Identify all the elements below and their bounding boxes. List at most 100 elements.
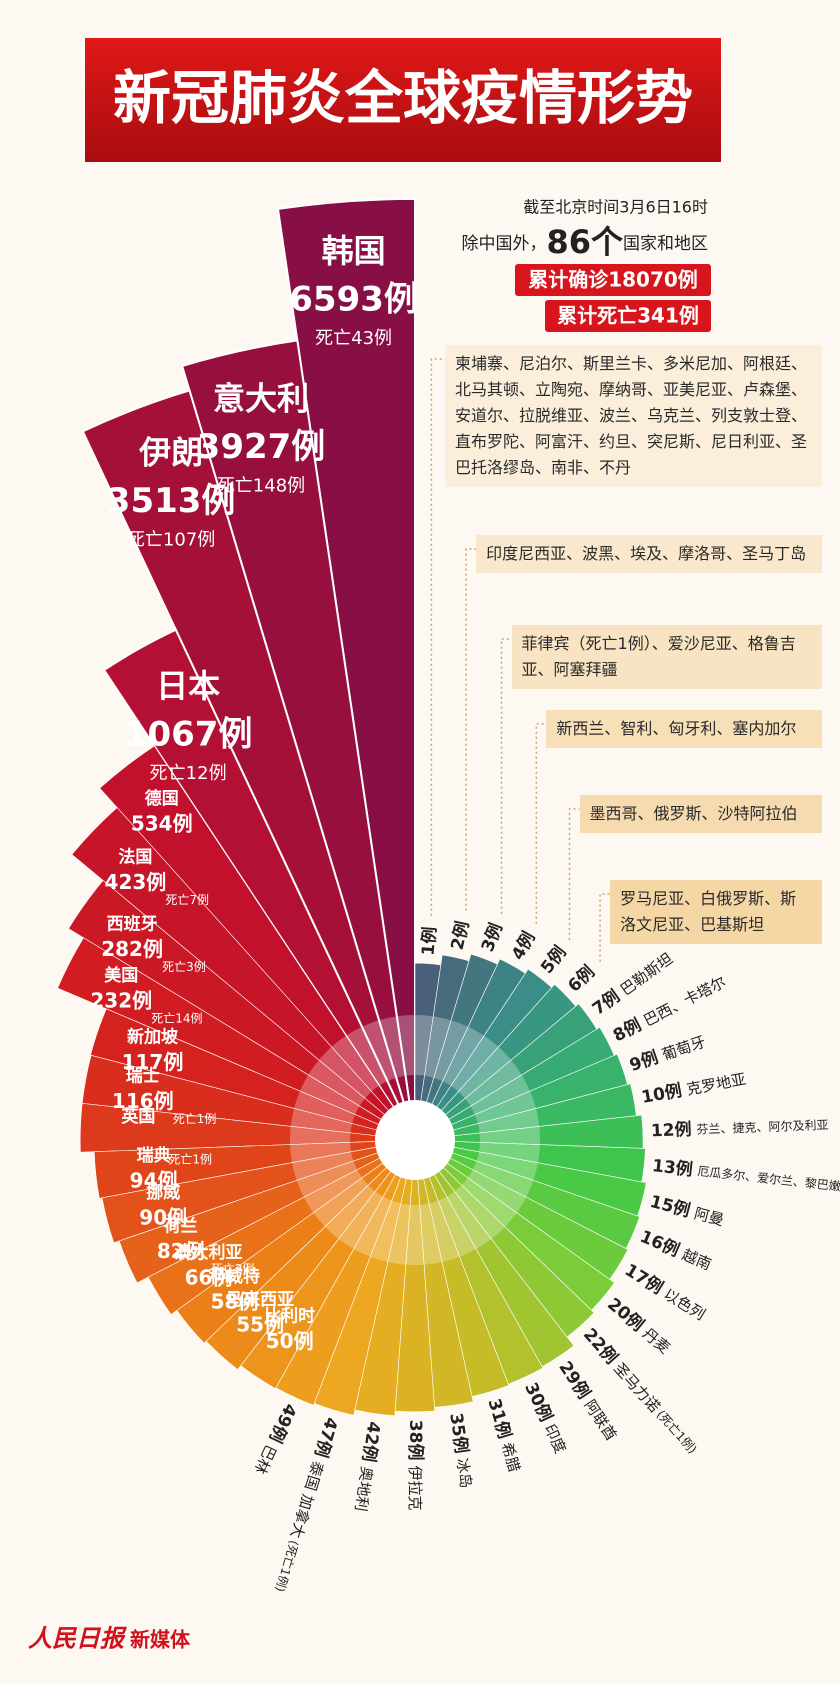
death-label: (死亡1例)	[273, 1539, 302, 1594]
sector	[414, 953, 498, 1141]
sector	[414, 958, 526, 1141]
value-label: 15例	[648, 1191, 693, 1222]
country-label: 伊朗	[138, 433, 203, 471]
value-label: 1067例	[124, 714, 253, 754]
country-list: 墨西哥、俄罗斯、沙特阿拉伯	[579, 795, 822, 833]
sector	[414, 1139, 615, 1311]
sector	[71, 807, 416, 1141]
value-label: 3927例	[197, 427, 326, 467]
deaths-badge	[545, 300, 711, 332]
bar-label: 1例	[418, 926, 441, 956]
note-suffix: 国家和地区	[623, 234, 708, 254]
sector	[414, 1083, 637, 1141]
sector	[414, 983, 577, 1141]
value-label: 116例	[112, 1089, 174, 1113]
bar-label: 10例克罗地亚	[640, 1068, 748, 1108]
sector	[414, 1053, 628, 1141]
sector	[414, 1139, 646, 1183]
sector	[414, 1139, 575, 1368]
death-label: 死亡1例	[173, 1112, 217, 1126]
value-label: 42例	[358, 1420, 385, 1463]
center-hole	[375, 1100, 455, 1180]
bar-label: 4例	[507, 928, 539, 963]
sector	[240, 1139, 416, 1390]
country-label: 马来西亚	[226, 1289, 294, 1310]
value-label: 35例	[445, 1412, 472, 1455]
value-label: 30例	[520, 1379, 556, 1425]
note-count: 86个	[546, 223, 623, 261]
sector	[68, 879, 416, 1141]
country-label: 克罗地亚	[685, 1070, 747, 1099]
country-label: 圣马力诺	[611, 1359, 664, 1416]
value-label: 3例	[477, 920, 507, 954]
country-label: 韩国	[322, 232, 386, 270]
value-label: 7例	[588, 986, 624, 1020]
value-label: 5例	[536, 942, 570, 978]
value-label: 2例	[447, 919, 474, 952]
sector	[90, 1008, 416, 1141]
sector	[394, 1139, 436, 1413]
value-label: 1例	[418, 926, 441, 956]
sector	[414, 962, 442, 1141]
sector	[414, 1139, 510, 1397]
country-list: 新西兰、智利、匈牙利、塞内加尔	[546, 710, 822, 748]
sector	[99, 745, 416, 1141]
leader-line	[500, 638, 512, 914]
sector	[313, 1139, 416, 1416]
value-label: 6593例	[289, 280, 418, 320]
value-label: 12例	[650, 1119, 691, 1141]
death-label: 死亡7例	[165, 893, 209, 907]
value-label: 94例	[130, 1168, 178, 1192]
sector	[147, 1139, 416, 1315]
brand-channel: 新媒体	[130, 1628, 191, 1652]
brand: 人民日报	[28, 1624, 127, 1653]
date-note: 截至北京时间3月6日16时	[523, 198, 708, 217]
country-label: 瑞典	[137, 1145, 171, 1166]
country-label: 瑞士	[126, 1066, 160, 1087]
death-label: 死亡43例	[315, 328, 392, 349]
country-label: 美国	[104, 965, 138, 986]
country-label: 英国	[121, 1106, 155, 1127]
country-label: 日本	[156, 667, 220, 705]
value-label: 8例	[610, 1014, 645, 1046]
sector	[180, 339, 416, 1141]
leader-line	[465, 548, 477, 911]
value-label: 90例	[139, 1205, 187, 1229]
country-label: 澳大利亚	[175, 1242, 243, 1263]
country-label: 巴林	[251, 1442, 280, 1477]
country-label: 伊拉克	[407, 1465, 425, 1510]
sector	[414, 1139, 641, 1249]
sector	[414, 1114, 644, 1149]
country-label: 以色列	[661, 1285, 709, 1324]
sector	[414, 1026, 615, 1141]
country-label: 泰国 加拿大	[287, 1459, 327, 1541]
bar-label: 3例	[477, 920, 507, 954]
sector	[414, 1003, 598, 1141]
value-label: 17例	[621, 1260, 667, 1299]
deaths-total: 累计死亡341例	[557, 304, 699, 328]
country-label: 科威特	[209, 1266, 260, 1287]
value-label: 38例	[405, 1420, 426, 1461]
country-label: 阿联酋	[581, 1396, 621, 1443]
sector	[354, 1139, 416, 1417]
country-label: 巴勒斯坦	[617, 949, 676, 999]
value-label: 423例	[105, 870, 167, 894]
death-label: 死亡2例	[211, 1262, 255, 1276]
bar-label: 30例印度	[520, 1379, 571, 1456]
country-list: 菲律宾（死亡1例）、爱沙尼亚、格鲁吉亚、阿塞拜疆	[511, 625, 822, 689]
sector	[102, 628, 416, 1141]
value-label: 6例	[564, 961, 599, 996]
sector	[414, 968, 553, 1141]
sector	[81, 389, 416, 1141]
country-list: 印度尼西亚、波黑、埃及、摩洛哥、圣马丁岛	[476, 535, 822, 573]
sector	[414, 1139, 474, 1408]
value-label: 47例	[310, 1415, 342, 1460]
confirmed-badge	[515, 264, 711, 296]
sector	[414, 1139, 629, 1280]
value-label: 31例	[483, 1396, 515, 1441]
sector	[101, 1139, 416, 1244]
value-label: 29例	[554, 1357, 594, 1403]
value-label: 4例	[507, 928, 539, 963]
sectors	[57, 197, 647, 1417]
